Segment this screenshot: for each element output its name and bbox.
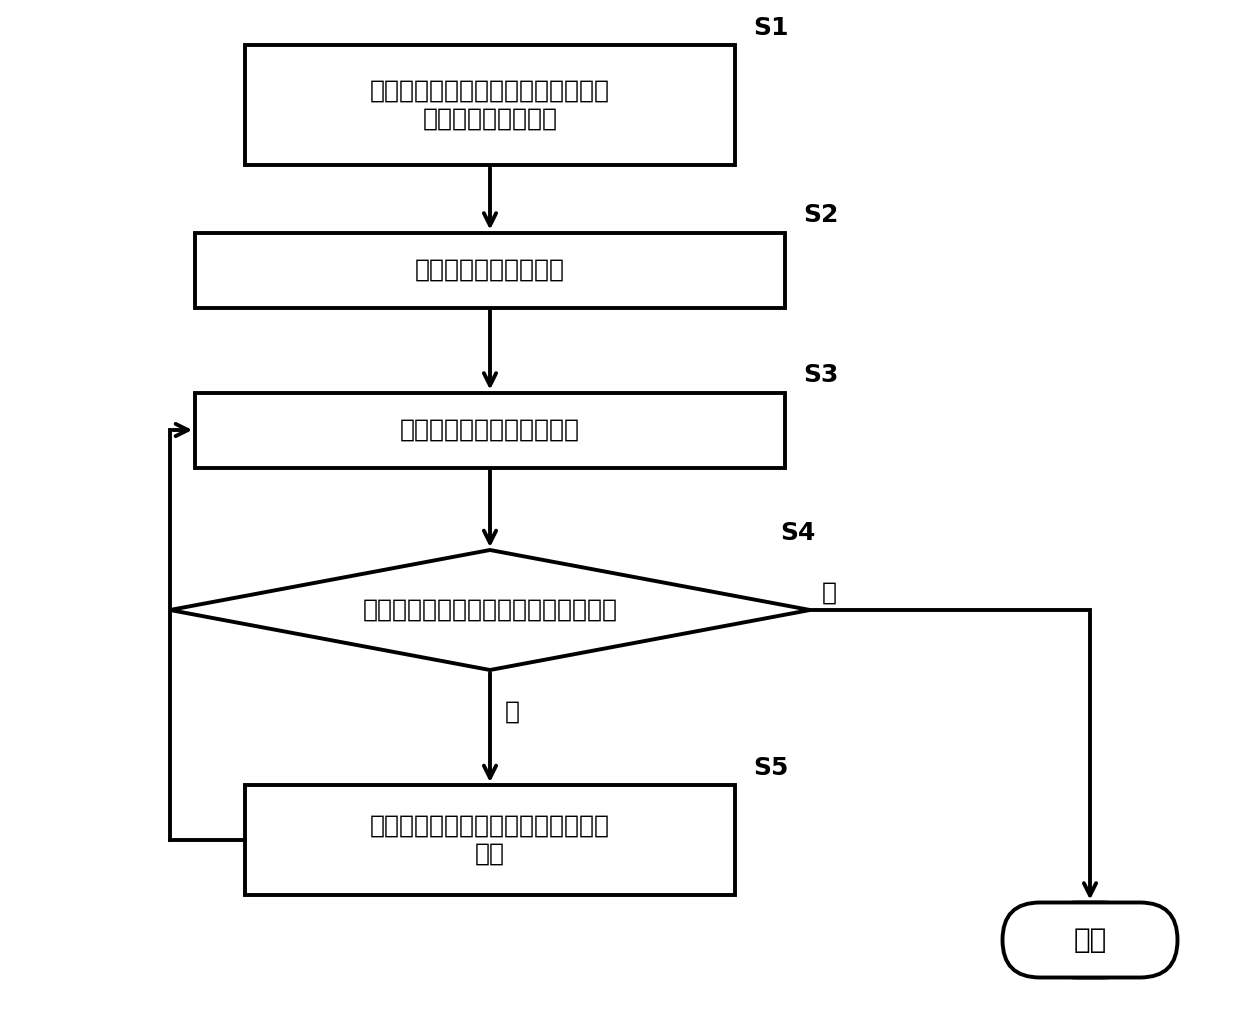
Text: 在初始建立路由中分配拓扑序号并生
成分支拓扑序列信息: 在初始建立路由中分配拓扑序号并生 成分支拓扑序列信息 bbox=[370, 79, 610, 131]
Text: 节点存储分支拓扑序列信息: 节点存储分支拓扑序列信息 bbox=[401, 418, 580, 442]
Text: 是: 是 bbox=[505, 700, 520, 724]
Text: 补分配拓扑序号并更新分支拓扑序列
信息: 补分配拓扑序号并更新分支拓扑序列 信息 bbox=[370, 814, 610, 866]
Text: S3: S3 bbox=[804, 364, 838, 387]
Bar bbox=[246, 785, 735, 895]
Bar bbox=[246, 45, 735, 165]
Text: S5: S5 bbox=[753, 756, 789, 780]
Polygon shape bbox=[170, 550, 810, 670]
Text: S4: S4 bbox=[780, 521, 816, 545]
Bar bbox=[195, 232, 785, 308]
FancyBboxPatch shape bbox=[1040, 902, 1140, 978]
FancyBboxPatch shape bbox=[1002, 902, 1178, 978]
Text: S1: S1 bbox=[753, 16, 789, 40]
Bar bbox=[195, 393, 785, 467]
Text: 结束: 结束 bbox=[1074, 926, 1106, 954]
Text: 判断是否还存在未获得拓扑序号的节点: 判断是否还存在未获得拓扑序号的节点 bbox=[362, 598, 618, 622]
Text: S2: S2 bbox=[804, 203, 838, 228]
Text: 多播分支拓扑序列信息: 多播分支拓扑序列信息 bbox=[415, 258, 565, 282]
Text: 否: 否 bbox=[822, 581, 837, 605]
